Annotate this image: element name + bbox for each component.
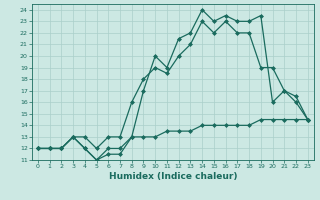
X-axis label: Humidex (Indice chaleur): Humidex (Indice chaleur): [108, 172, 237, 181]
